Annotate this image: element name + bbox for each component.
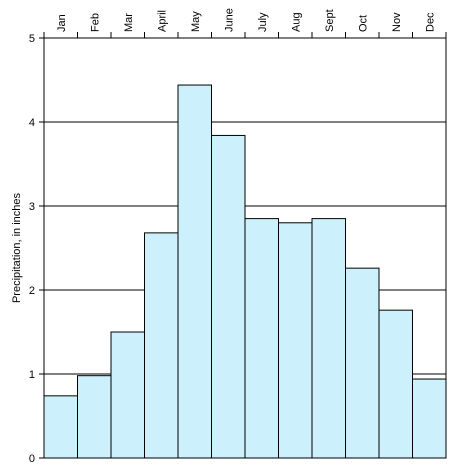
bars	[43, 84, 447, 459]
y-tick-label-5: 5	[29, 33, 35, 45]
bar-mar	[110, 331, 145, 459]
bar-may	[177, 84, 212, 459]
y-axis-ticks: 0 1 2 3 4 5	[29, 33, 44, 465]
x-tick-label-mar: Mar	[123, 13, 135, 32]
x-tick-label-nov: Nov	[391, 12, 403, 32]
x-axis-category-ticks: Jan Feb Mar April May June July Aug Sept Oct Nov De…	[43, 8, 447, 38]
bar-june	[211, 134, 246, 459]
x-tick-label-jan: Jan	[56, 14, 68, 32]
x-tick-label-aug: Aug	[290, 12, 302, 32]
y-tick-label-1: 1	[29, 369, 35, 381]
x-tick-label-may: May	[190, 11, 202, 32]
x-tick-label-june: June	[223, 8, 235, 32]
bar-oct	[345, 267, 380, 459]
bar-aug	[278, 222, 313, 459]
x-tick-label-feb: Feb	[89, 13, 101, 32]
bar-feb	[77, 375, 112, 459]
bar-sept	[311, 218, 346, 459]
bar-april	[144, 232, 179, 459]
x-tick-label-oct: Oct	[357, 15, 369, 32]
x-tick-label-dec: Dec	[424, 12, 436, 32]
x-tick-label-sept: Sept	[324, 9, 336, 32]
y-tick-label-2: 2	[29, 285, 35, 297]
y-axis-label: Precipitation, in inches	[11, 192, 23, 303]
bar-nov	[378, 309, 413, 459]
y-tick-label-4: 4	[29, 117, 35, 129]
bar-july	[244, 218, 279, 459]
x-tick-label-july: July	[257, 12, 269, 32]
bar-dec	[412, 378, 447, 459]
y-tick-label-0: 0	[29, 453, 35, 465]
y-tick-label-3: 3	[29, 201, 35, 213]
x-tick-label-april: April	[156, 10, 168, 32]
bar-jan	[43, 395, 78, 459]
